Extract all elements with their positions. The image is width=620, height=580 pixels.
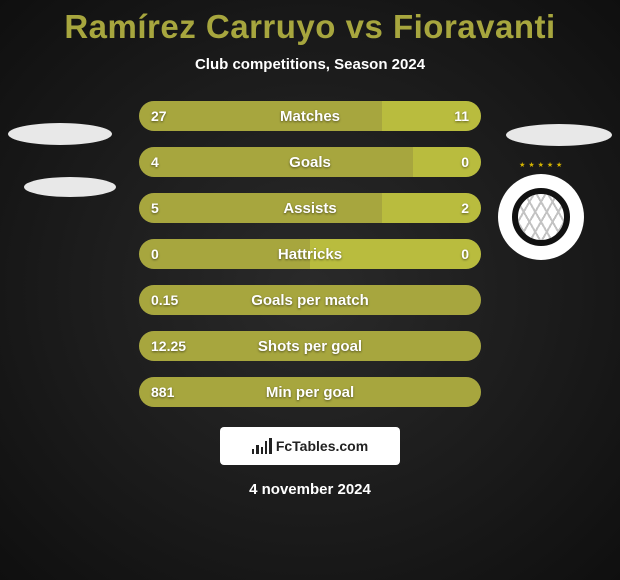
stat-segment-left — [139, 193, 382, 223]
brand-pill: FcTables.com — [220, 427, 400, 465]
stat-segment-left — [139, 239, 310, 269]
comparison-subtitle: Club competitions, Season 2024 — [0, 56, 620, 73]
stat-row: Assists52 — [139, 193, 481, 223]
stat-row: Shots per goal12.25 — [139, 331, 481, 361]
stat-row: Hattricks00 — [139, 239, 481, 269]
bar-chart-icon — [252, 438, 272, 454]
stat-segment-right — [413, 147, 481, 177]
snapshot-date: 4 november 2024 — [0, 481, 620, 498]
stat-segment-left — [139, 377, 481, 407]
stat-segment-left — [139, 285, 481, 315]
stat-row: Matches2711 — [139, 101, 481, 131]
brand-text: FcTables.com — [276, 438, 368, 454]
stat-segment-left — [139, 101, 382, 131]
player2-shape-a — [506, 124, 612, 146]
player1-shape-a — [8, 123, 112, 145]
club-badge: ★ ★ ★ ★ ★ — [498, 174, 584, 260]
stat-segment-right — [382, 193, 481, 223]
stat-bars: Matches2711 Goals40 Assists52 Hattricks00 Go… — [139, 101, 481, 407]
stat-segment-right — [310, 239, 481, 269]
comparison-title: Ramírez Carruyo vs Fioravanti — [0, 0, 620, 46]
stat-segment-right — [382, 101, 481, 131]
stat-row: Min per goal881 — [139, 377, 481, 407]
badge-stars-icon: ★ ★ ★ ★ ★ — [519, 161, 563, 169]
player1-shape-b — [24, 177, 116, 197]
stat-row: Goals per match0.15 — [139, 285, 481, 315]
stat-segment-left — [139, 147, 413, 177]
stat-segment-left — [139, 331, 481, 361]
stat-row: Goals40 — [139, 147, 481, 177]
soccer-ball-icon — [512, 188, 570, 246]
content-area: ★ ★ ★ ★ ★ Matches2711 Goals40 Assists52 Hat… — [0, 101, 620, 407]
